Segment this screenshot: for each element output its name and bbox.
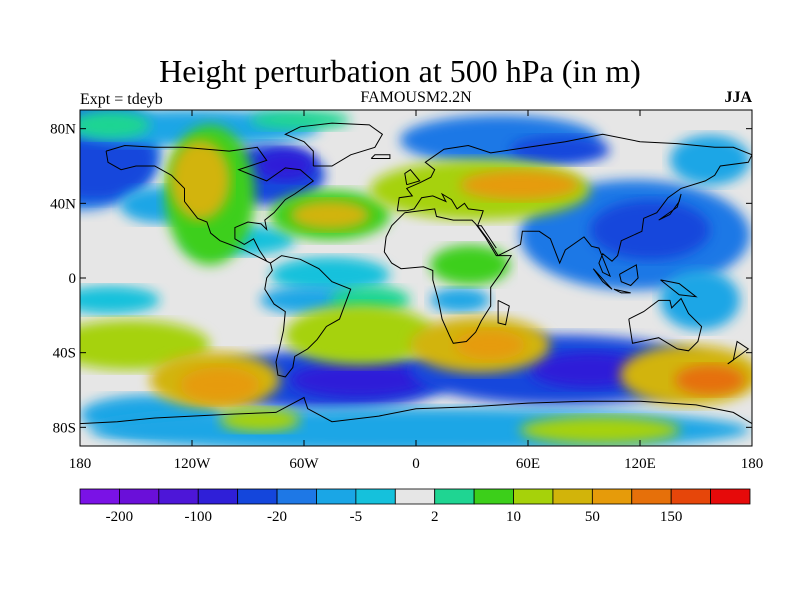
contour-region [80,111,150,139]
coastline [660,279,698,298]
coastline [628,297,703,352]
colorbar-box [276,488,317,505]
colorbar-box [355,488,396,505]
contour-region [520,416,680,444]
colorbar-box [670,488,711,505]
coastline [592,268,613,290]
contour-region [460,170,580,200]
colorbar-box [197,488,239,505]
colorbar-box [552,488,593,505]
lon-tick-label: 120W [174,456,212,472]
colorbar-box [237,488,278,505]
lon-tick-label: 60E [516,456,540,472]
coastline [477,225,497,249]
colorbar [79,488,751,505]
contour-region [290,362,430,398]
contour-region [180,367,260,403]
coastline [383,208,513,344]
colorbar-box [434,488,475,505]
coastline [370,154,391,159]
contour-region [290,200,370,230]
lat-tick-label: 80S [53,420,76,436]
coastline [284,122,384,167]
coastline [404,169,421,186]
colorbar-label: 2 [431,509,439,525]
contour-region [285,305,435,365]
colorbar-box [158,488,199,505]
contour-region [675,365,745,395]
contour-region [250,110,350,130]
contour-region [80,286,160,314]
longitude-ticks: 180 120W 60W 0 60E 120E 180 [69,110,764,472]
contour-region [430,288,490,312]
colorbar-box [710,488,751,505]
contour-region [530,352,650,388]
colorbar-box [513,488,554,505]
contour-region [170,140,230,220]
lat-tick-label: 40S [53,346,76,362]
coastline [264,255,352,378]
colorbar-box [79,488,120,505]
contour-region [255,149,315,181]
contour-region [510,136,610,164]
coastline [497,299,510,326]
coastlines [80,122,752,425]
coastline [396,133,752,278]
lat-tick-label: 80N [50,122,76,138]
coastline [105,144,315,264]
coastline [727,340,750,365]
colorbar-label: -5 [350,509,363,525]
coastline [80,396,752,425]
contour-blobs [80,110,752,446]
colorbar-label: -100 [184,509,212,525]
experiment-label: Expt = tdeyb [80,91,163,108]
latitude-ticks: 80N 40N 0 40S 80S [50,122,752,436]
contour-region [660,270,740,330]
colorbar-box [119,488,160,505]
contour-region [670,135,750,185]
colorbar-box [631,488,672,505]
map-title: Height perturbation at 500 hPa (in m) [159,53,641,89]
colorbar-box [473,488,514,505]
contour-region [220,408,300,432]
contour-region [590,200,710,260]
colorbar-label: 10 [506,509,521,525]
colorbar-label: 50 [585,509,600,525]
contour-region [270,257,390,293]
lon-tick-label: 60W [289,456,319,472]
lon-tick-label: 180 [69,456,92,472]
colorbar-label: 150 [660,509,683,525]
contour-region [430,245,510,285]
contour-field [80,110,752,446]
coastline [613,288,631,294]
colorbar-label: -200 [106,509,134,525]
colorbar-label: -20 [267,509,287,525]
lon-tick-label: 120E [624,456,656,472]
colorbar-labels: -200 -100 -20 -5 2 10 50 150 [106,509,683,525]
coastline [658,193,682,221]
coastline [619,264,639,287]
season-label: JJA [724,89,752,106]
lon-tick-label: 180 [741,456,764,472]
colorbar-box [591,488,633,505]
lat-tick-label: 0 [69,271,77,287]
lat-tick-label: 40N [50,196,76,212]
colorbar-box [316,488,357,505]
model-label: FAMOUSM2.2N [360,89,472,106]
lon-tick-label: 0 [412,456,420,472]
contour-region [455,330,525,360]
colorbar-box [394,488,436,505]
